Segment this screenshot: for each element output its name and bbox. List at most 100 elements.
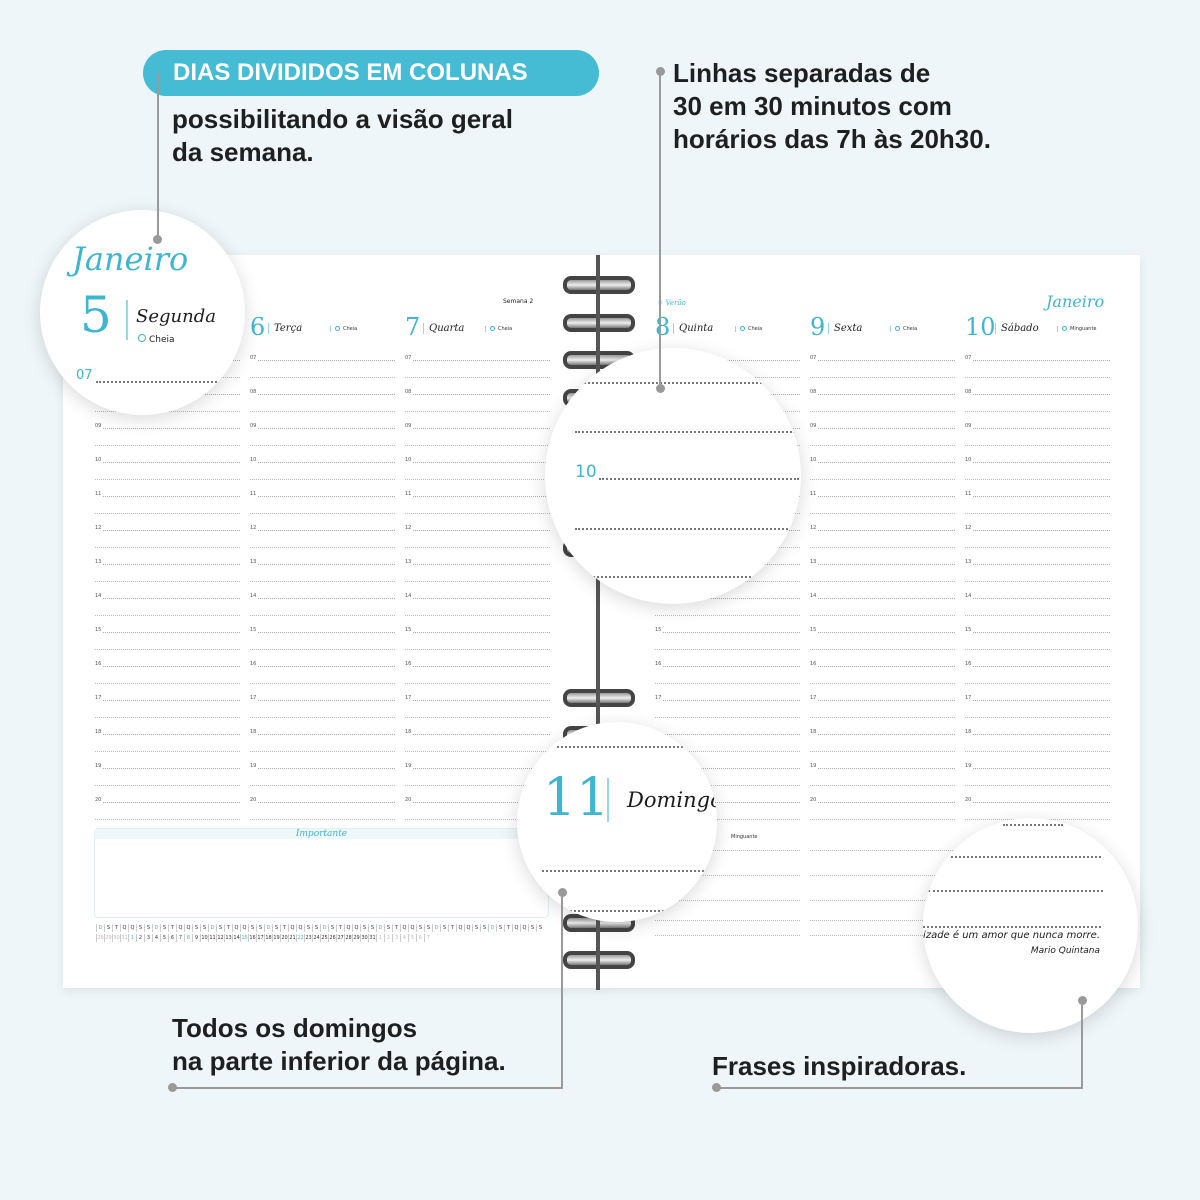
hour-row[interactable]: 09 bbox=[965, 423, 1110, 460]
hour-row[interactable]: 12 bbox=[810, 525, 955, 562]
hour-row[interactable]: 15 bbox=[250, 627, 395, 664]
important-label: Importante bbox=[95, 829, 548, 839]
hour-row[interactable]: 16 bbox=[965, 661, 1110, 698]
hour-row[interactable] bbox=[655, 596, 800, 630]
dotted-line bbox=[413, 768, 550, 769]
hour-row[interactable]: 07 bbox=[405, 355, 550, 392]
hour-row[interactable]: 15 bbox=[655, 627, 800, 664]
hour-row[interactable]: 16 bbox=[810, 661, 955, 698]
hour-row[interactable]: 15 bbox=[810, 627, 955, 664]
hour-row[interactable]: 15 bbox=[405, 627, 550, 664]
hour-row[interactable]: 07 bbox=[810, 355, 955, 392]
hour-row[interactable]: 07 bbox=[965, 355, 1110, 392]
hour-row[interactable]: 13 bbox=[250, 559, 395, 596]
dotted-line bbox=[258, 768, 395, 769]
hour-row[interactable]: 20 bbox=[810, 797, 955, 834]
hour-row[interactable]: 14 bbox=[405, 593, 550, 630]
hour-row[interactable]: 10 bbox=[405, 457, 550, 494]
hour-row[interactable]: 16 bbox=[655, 661, 800, 698]
hour-row[interactable]: 16 bbox=[95, 661, 240, 698]
dotted-line bbox=[810, 615, 955, 616]
mini-calendar-letter: Q bbox=[184, 924, 192, 932]
hour-row[interactable]: 11 bbox=[95, 491, 240, 528]
dotted-line bbox=[810, 581, 955, 582]
hour-label: 13 bbox=[810, 559, 817, 565]
hour-row[interactable]: 13 bbox=[95, 559, 240, 596]
connector-dot bbox=[656, 384, 665, 393]
hour-row[interactable]: 20 bbox=[405, 797, 550, 834]
hour-row[interactable]: 17 bbox=[250, 695, 395, 732]
hour-row[interactable]: 10 bbox=[810, 457, 955, 494]
hour-row[interactable]: 19 bbox=[965, 763, 1110, 800]
hour-row[interactable] bbox=[655, 732, 800, 766]
hour-row[interactable]: 18 bbox=[405, 729, 550, 766]
hour-row[interactable]: 18 bbox=[95, 729, 240, 766]
hour-row[interactable]: 13 bbox=[405, 559, 550, 596]
hour-row[interactable]: 08 bbox=[810, 389, 955, 426]
dotted-line bbox=[973, 428, 1110, 429]
mini-calendar-day: 2 bbox=[136, 934, 144, 942]
hour-row[interactable]: 09 bbox=[405, 423, 550, 460]
hour-row[interactable]: 17 bbox=[405, 695, 550, 732]
hour-row[interactable]: 08 bbox=[965, 389, 1110, 426]
mini-calendar-letter: Q bbox=[344, 924, 352, 932]
hour-row[interactable]: 12 bbox=[405, 525, 550, 562]
hour-row[interactable]: 14 bbox=[95, 593, 240, 630]
hour-row[interactable]: 08 bbox=[250, 389, 395, 426]
dotted-line bbox=[965, 649, 1110, 650]
hour-row[interactable]: 18 bbox=[250, 729, 395, 766]
dotted-line bbox=[95, 819, 240, 820]
quote-text: ...amizade é um amor que nunca morre. bbox=[923, 930, 1100, 941]
hour-row[interactable]: 16 bbox=[405, 661, 550, 698]
hour-row[interactable]: 17 bbox=[810, 695, 955, 732]
hour-row[interactable]: 18 bbox=[810, 729, 955, 766]
hour-row[interactable]: 19 bbox=[810, 763, 955, 800]
hour-row[interactable]: 20 bbox=[250, 797, 395, 834]
hour-row[interactable]: 11 bbox=[810, 491, 955, 528]
dotted-line bbox=[95, 513, 240, 514]
important-box[interactable]: Importante bbox=[94, 828, 549, 918]
hour-row[interactable]: 09 bbox=[250, 423, 395, 460]
hour-row[interactable]: 12 bbox=[965, 525, 1110, 562]
hour-row[interactable]: 09 bbox=[810, 423, 955, 460]
mini-calendar-day: 4 bbox=[400, 934, 408, 942]
hour-row[interactable]: 14 bbox=[250, 593, 395, 630]
hour-row[interactable]: 17 bbox=[655, 695, 800, 732]
hour-row[interactable]: 19 bbox=[405, 763, 550, 800]
hour-row[interactable]: 07 bbox=[250, 355, 395, 392]
hour-row[interactable]: 12 bbox=[95, 525, 240, 562]
columns-text-1: possibilitando a visão geral bbox=[172, 104, 513, 134]
hour-row[interactable]: 10 bbox=[965, 457, 1110, 494]
hour-row[interactable]: 11 bbox=[965, 491, 1110, 528]
hour-row[interactable]: 14 bbox=[810, 593, 955, 630]
hour-row[interactable]: 13 bbox=[965, 559, 1110, 596]
hour-row[interactable]: 17 bbox=[95, 695, 240, 732]
dotted-line bbox=[405, 547, 550, 548]
hour-row[interactable]: 14 bbox=[965, 593, 1110, 630]
dotted-line bbox=[95, 445, 240, 446]
moon-icon bbox=[895, 326, 900, 331]
hour-row[interactable]: 19 bbox=[95, 763, 240, 800]
dotted-line bbox=[810, 445, 955, 446]
zoom-day-name: Segunda bbox=[136, 306, 216, 327]
hour-row[interactable] bbox=[655, 800, 800, 834]
hour-row[interactable]: 09 bbox=[95, 423, 240, 460]
hour-row[interactable]: 10 bbox=[95, 457, 240, 494]
hour-row[interactable]: 17 bbox=[965, 695, 1110, 732]
hour-row[interactable]: 13 bbox=[810, 559, 955, 596]
hour-row[interactable]: 12 bbox=[250, 525, 395, 562]
hour-row[interactable]: 16 bbox=[250, 661, 395, 698]
hour-row[interactable]: 20 bbox=[95, 797, 240, 834]
hour-row[interactable]: 18 bbox=[965, 729, 1110, 766]
hour-row[interactable]: 10 bbox=[250, 457, 395, 494]
hour-row[interactable] bbox=[655, 766, 800, 800]
dotted-line bbox=[585, 576, 755, 578]
hour-row[interactable]: 15 bbox=[95, 627, 240, 664]
hour-row[interactable]: 11 bbox=[405, 491, 550, 528]
dotted-line bbox=[928, 890, 1103, 892]
hour-label: 09 bbox=[250, 423, 257, 429]
hour-row[interactable]: 08 bbox=[405, 389, 550, 426]
hour-row[interactable]: 15 bbox=[965, 627, 1110, 664]
hour-row[interactable]: 11 bbox=[250, 491, 395, 528]
hour-row[interactable]: 19 bbox=[250, 763, 395, 800]
